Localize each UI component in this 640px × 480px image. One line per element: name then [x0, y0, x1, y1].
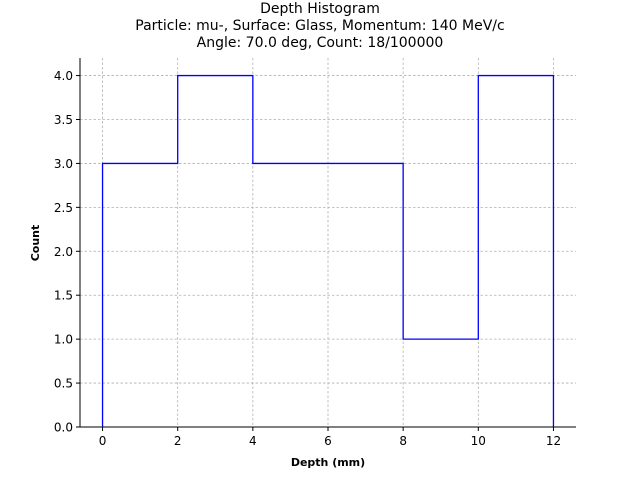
y-tick-label: 0.0: [54, 421, 73, 435]
histogram-bin: [178, 76, 253, 427]
y-tick-label: 1.5: [54, 289, 73, 303]
chart-title: Depth Histogram Particle: mu-, Surface: …: [0, 0, 640, 52]
x-tick-label: 8: [399, 434, 407, 448]
y-tick-label: 0.5: [54, 377, 73, 391]
y-axis-label: Count: [29, 225, 42, 262]
y-tick-label: 3.0: [54, 157, 73, 171]
y-tick-label: 1.0: [54, 333, 73, 347]
tick-marks-and-labels: 0 2 4 6 8 10 12 0.0 0.5 1.0 1.5 2.0 2.5 3.0 3.5 4.0: [54, 69, 561, 448]
y-tick-label: 2.5: [54, 201, 73, 215]
histogram-bin: [403, 339, 478, 427]
chart-title-line-3: Angle: 70.0 deg, Count: 18/100000: [196, 35, 444, 51]
x-tick-label: 0: [99, 434, 107, 448]
x-axis-label: Depth (mm): [291, 456, 365, 469]
y-tick-label: 4.0: [54, 69, 73, 83]
chart-title-line-1: Depth Histogram: [260, 1, 380, 17]
histogram-step-line: [101, 74, 555, 427]
chart-title-line-2: Particle: mu-, Surface: Glass, Momentum:…: [135, 18, 505, 34]
x-tick-label: 10: [471, 434, 486, 448]
y-tick-label: 2.0: [54, 245, 73, 259]
histogram-bin: [478, 76, 553, 427]
x-tick-label: 12: [546, 434, 561, 448]
x-tick-label: 2: [174, 434, 182, 448]
histogram-bin: [328, 163, 403, 427]
x-tick-label: 4: [249, 434, 257, 448]
y-tick-label: 3.5: [54, 113, 73, 127]
histogram-series: [101, 74, 555, 427]
x-tick-label: 6: [324, 434, 332, 448]
histogram-bin: [253, 163, 328, 427]
histogram-bin: [103, 163, 178, 427]
